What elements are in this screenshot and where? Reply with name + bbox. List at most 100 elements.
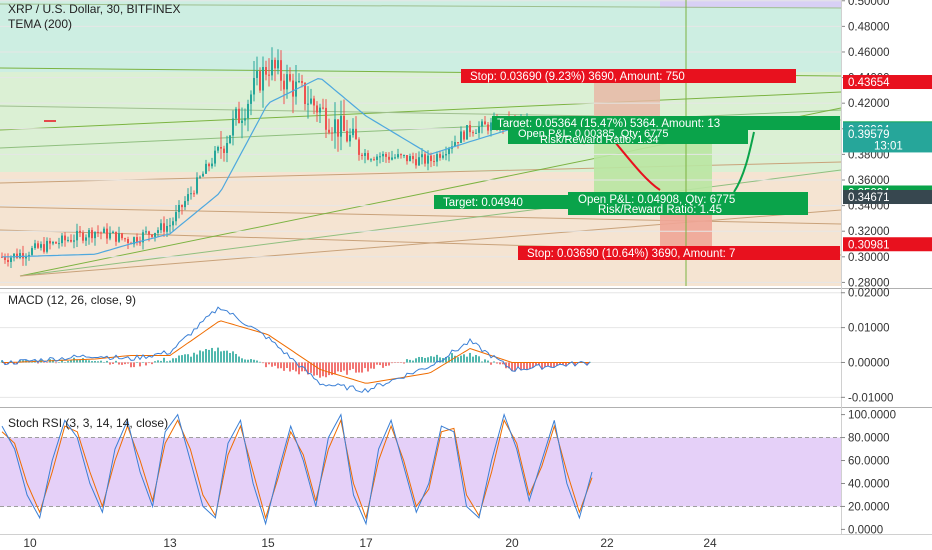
- axis-tick-label: 0.36000: [848, 175, 890, 187]
- macd-hist-bar: [403, 362, 405, 364]
- candle-body: [4, 256, 6, 260]
- candle-body: [313, 98, 315, 106]
- candle-body: [319, 107, 321, 113]
- candle-body: [202, 173, 204, 177]
- macd-hist-bar: [169, 360, 171, 363]
- macd-hist-bar: [478, 356, 480, 363]
- candle-body: [16, 253, 18, 258]
- macd-line: [1, 306, 591, 393]
- macd-hist-bar: [220, 351, 222, 363]
- axis-tick-label: 0.02000: [848, 288, 890, 300]
- fan-line: [0, 91, 841, 131]
- candle-body: [76, 230, 78, 241]
- candle-body: [439, 154, 441, 158]
- time-axis[interactable]: 10 13 15 17 20 22 24: [23, 536, 717, 550]
- axis-tick-label: -0.01000: [848, 392, 893, 404]
- candle-body: [340, 115, 342, 137]
- macd-hist-bar: [550, 362, 552, 368]
- macd-hist-bar: [391, 362, 393, 364]
- long-target-label[interactable]: Target: 0.04940: [434, 195, 574, 209]
- macd-hist-bar: [418, 356, 420, 363]
- short-target-zone: [594, 140, 660, 195]
- macd-hist-bar: [208, 349, 210, 363]
- price-badge-label: 0.39579: [848, 129, 890, 141]
- candle-body: [388, 156, 390, 160]
- macd-hist-bar: [97, 361, 99, 363]
- macd-hist-bar: [307, 362, 309, 375]
- macd-hist-bar: [475, 354, 477, 363]
- candle-body: [61, 235, 63, 244]
- macd-hist-bar: [22, 360, 24, 363]
- macd-hist-bar: [421, 357, 423, 363]
- stoch-axis[interactable]: 100.0000 80.0000 60.0000 40.0000 20.0000 0.00…: [841, 410, 896, 537]
- candle-body: [100, 232, 102, 234]
- candle-body: [262, 67, 264, 91]
- candle-body: [151, 234, 153, 237]
- long-stop-label[interactable]: Stop: 0.03690 (10.64%) 3690, Amount: 7: [518, 246, 840, 260]
- macd-hist-bar: [373, 362, 375, 369]
- price-badge: [843, 237, 932, 252]
- candle-body: [424, 154, 426, 164]
- macd-histogram: [1, 347, 591, 378]
- price-badges: 0.436540.400350.399640.3957913:010.35024…: [843, 75, 932, 252]
- macd-hist-bar: [448, 356, 450, 363]
- candle-body: [154, 232, 156, 237]
- short-stop-label[interactable]: Stop: 0.03690 (9.23%) 3690, Amount: 750: [461, 69, 796, 83]
- macd-hist-bar: [535, 362, 537, 366]
- candle-body: [55, 241, 57, 244]
- macd-hist-bar: [493, 361, 495, 363]
- macd-hist-bar: [124, 362, 126, 365]
- long-pnl-label[interactable]: Open P&L: 0.04908, Qty: 6775 Risk/Reward…: [568, 192, 808, 216]
- short-stop-text: Stop: 0.03690 (9.23%) 3690, Amount: 750: [470, 71, 685, 83]
- macd-hist-bar: [481, 361, 483, 363]
- macd-hist-bar: [565, 362, 567, 367]
- candle-body: [247, 103, 249, 119]
- stoch-rsi-pane[interactable]: [0, 412, 841, 526]
- macd-hist-bar: [145, 362, 147, 366]
- macd-hist-bar: [229, 352, 231, 363]
- macd-hist-bar: [103, 361, 105, 363]
- macd-axis[interactable]: 0.02000 0.01000 0.00000 -0.01000: [841, 288, 893, 405]
- candle-body: [196, 177, 198, 194]
- macd-hist-bar: [61, 359, 63, 363]
- macd-hist-bar: [172, 358, 174, 363]
- macd-hist-bar: [100, 360, 102, 363]
- macd-hist-bar: [82, 358, 84, 363]
- candle-body: [400, 154, 402, 156]
- candle-body: [283, 80, 285, 90]
- candle-body: [118, 233, 120, 242]
- macd-hist-bar: [346, 362, 348, 375]
- macd-hist-bar: [7, 362, 9, 364]
- macd-hist-bar: [334, 362, 336, 375]
- macd-hist-bar: [427, 357, 429, 363]
- candle-body: [121, 233, 123, 239]
- macd-hist-bar: [127, 362, 129, 364]
- macd-hist-bar: [499, 362, 501, 365]
- macd-pane[interactable]: [0, 292, 841, 398]
- axis-tick-label: 0.46000: [848, 47, 890, 59]
- macd-hist-bar: [298, 362, 300, 375]
- macd-hist-bar: [379, 362, 381, 366]
- candle-body: [298, 81, 300, 83]
- macd-hist-bar: [250, 359, 252, 363]
- macd-hist-bar: [343, 362, 345, 371]
- macd-hist-bar: [214, 351, 216, 363]
- macd-hist-bar: [64, 362, 66, 363]
- macd-hist-bar: [316, 362, 318, 376]
- candle-body: [490, 122, 492, 131]
- macd-hist-bar: [340, 362, 342, 373]
- candle-body: [316, 105, 318, 113]
- macd-hist-bar: [217, 347, 219, 363]
- axis-tick-label: 0.42000: [848, 98, 890, 110]
- axis-tick-label: 0.48000: [848, 21, 890, 33]
- axis-tick-label: 0.32000: [848, 226, 890, 238]
- short-pnl-label[interactable]: Open P&L: 0.00385, Qty: 6775 Risk/Reward…: [508, 127, 748, 146]
- macd-hist-bar: [367, 362, 369, 372]
- macd-hist-bar: [409, 359, 411, 363]
- macd-hist-bar: [529, 362, 531, 369]
- macd-hist-bar: [10, 360, 12, 363]
- candle-body: [157, 230, 159, 233]
- candle-body: [133, 237, 135, 245]
- macd-hist-bar: [541, 362, 543, 370]
